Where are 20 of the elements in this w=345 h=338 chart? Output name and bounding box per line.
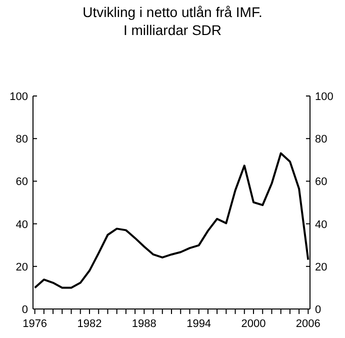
y2-tick-label: 40 [315, 218, 328, 231]
x-tick-label: 2006 [296, 318, 320, 330]
chart-subtitle: I milliardar SDR [123, 22, 222, 38]
y2-tick-label: 0 [315, 304, 322, 316]
y-tick-label: 80 [16, 134, 28, 146]
x-tick-label: 1982 [77, 318, 102, 330]
y-tick-label: 60 [16, 176, 28, 188]
x-tick-label: 1994 [186, 318, 212, 330]
y-tick-label: 0 [22, 304, 28, 316]
y-tick-label: 20 [16, 261, 28, 274]
y2-tick-label: 80 [315, 134, 328, 146]
chart-title: Utvikling i netto utlån frå IMF. [82, 4, 262, 20]
y2-tick-label: 20 [315, 261, 328, 274]
y2-tick-label: 100 [315, 91, 334, 103]
x-tick-label: 2000 [241, 318, 266, 330]
x-tick-label: 1988 [132, 318, 156, 330]
y-tick-label: 100 [10, 91, 28, 103]
x-tick-label: 1976 [22, 318, 48, 330]
y2-tick-label: 60 [315, 176, 328, 188]
y-tick-label: 40 [16, 218, 28, 231]
